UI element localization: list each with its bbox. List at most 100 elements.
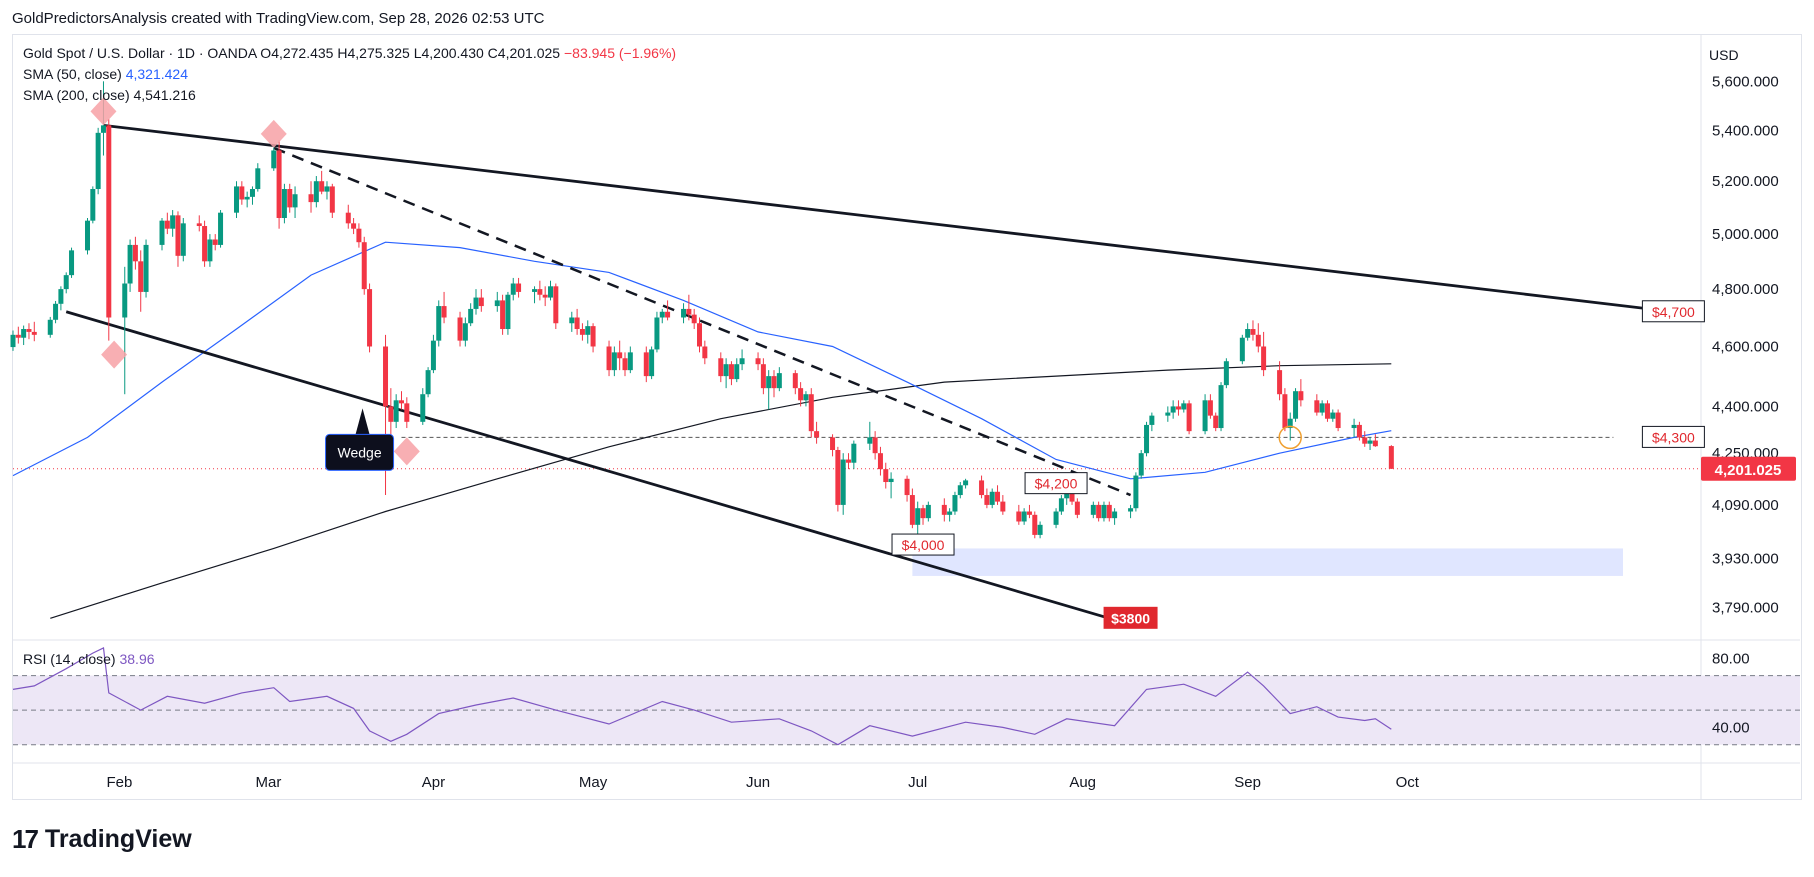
open-label: O xyxy=(260,45,272,61)
candle xyxy=(1202,394,1208,435)
candle xyxy=(468,303,474,327)
candle xyxy=(441,291,447,324)
candle-body xyxy=(1218,385,1224,429)
candle-body xyxy=(1255,334,1261,347)
sma50-legend[interactable]: SMA (50, close) 4,321.424 xyxy=(23,66,188,82)
candle xyxy=(872,431,878,460)
candle xyxy=(947,508,953,522)
price-tick-label: 4,800.000 xyxy=(1712,281,1779,298)
candle xyxy=(622,352,628,377)
candle-body xyxy=(367,289,373,347)
candle-body xyxy=(776,373,782,389)
candle xyxy=(686,294,692,321)
candle-body xyxy=(718,358,724,377)
candle-body xyxy=(212,239,218,245)
candle xyxy=(388,388,394,438)
candle-body xyxy=(398,400,404,404)
candle xyxy=(1170,400,1176,419)
candle xyxy=(547,280,553,301)
candle-body xyxy=(920,508,926,519)
candle-body xyxy=(1293,391,1299,419)
sma200-legend[interactable]: SMA (200, close) 4,541.216 xyxy=(23,87,196,103)
candle-body xyxy=(957,485,963,496)
candle-body xyxy=(1138,453,1144,476)
candle xyxy=(585,320,591,344)
time-tick-label: May xyxy=(579,774,608,791)
candle-body xyxy=(1133,475,1139,509)
candle xyxy=(393,394,399,429)
time-tick-label: Sep xyxy=(1234,774,1261,791)
price-tick-label: 4,090.000 xyxy=(1712,497,1779,514)
candle xyxy=(1351,418,1357,438)
candle xyxy=(21,325,27,346)
candle xyxy=(90,186,96,224)
candle xyxy=(106,119,112,341)
candle xyxy=(287,183,293,213)
candle xyxy=(202,220,208,267)
rsi-line xyxy=(12,646,1392,746)
tradingview-logo[interactable]: 17 TradingView xyxy=(12,824,192,854)
candle xyxy=(234,181,240,219)
candle xyxy=(883,462,889,489)
rsi-legend[interactable]: RSI (14, close) 38.96 xyxy=(23,651,155,667)
candle xyxy=(1207,394,1213,419)
candle-body xyxy=(877,453,883,470)
candle-body xyxy=(590,326,596,347)
candle-body xyxy=(915,508,921,525)
candle xyxy=(1090,501,1096,519)
candle xyxy=(218,210,224,248)
candle-body xyxy=(255,168,261,190)
candle xyxy=(776,367,782,392)
candle xyxy=(1096,501,1102,522)
candle xyxy=(665,300,671,321)
candle-body xyxy=(686,308,692,315)
candle-body xyxy=(1165,412,1171,416)
candle xyxy=(1218,382,1224,432)
price-tick-label: 5,200.000 xyxy=(1712,173,1779,190)
candle-body xyxy=(462,323,468,341)
pivot-marker-icon xyxy=(393,437,420,466)
candle-body xyxy=(681,308,687,318)
price-tick-label: 3,930.000 xyxy=(1712,551,1779,568)
candle xyxy=(814,421,820,444)
time-tick-label: Apr xyxy=(422,774,445,791)
candle-body xyxy=(100,125,106,133)
candle xyxy=(500,294,506,335)
candle xyxy=(313,176,319,208)
candle xyxy=(1388,445,1394,469)
trendline xyxy=(103,123,1674,314)
candle xyxy=(510,277,516,301)
candle-body xyxy=(1282,394,1288,429)
candle xyxy=(164,212,170,235)
candle-body xyxy=(473,297,479,309)
candle xyxy=(1239,334,1245,365)
candle-body xyxy=(21,329,27,338)
candle-body xyxy=(510,283,516,295)
candle-body xyxy=(132,244,138,262)
candle-body xyxy=(984,495,990,505)
sma50-label: SMA (50, close) xyxy=(23,66,122,82)
candle xyxy=(196,215,202,232)
candle-body xyxy=(851,443,857,463)
candle-body xyxy=(436,306,442,341)
price-callout-label: $4,000 xyxy=(902,537,945,553)
sma200-value: 4,541.216 xyxy=(133,87,196,103)
candle-body xyxy=(95,132,101,190)
candle xyxy=(159,218,165,251)
candle-body xyxy=(814,431,820,438)
price-tick-label: 3,790.000 xyxy=(1712,600,1779,617)
currency-selector[interactable]: USD xyxy=(1709,47,1739,63)
candle-body xyxy=(1314,400,1320,413)
candle-body xyxy=(909,495,915,525)
candle xyxy=(398,391,404,410)
candle xyxy=(808,388,814,438)
candle-body xyxy=(702,346,708,359)
candle-body xyxy=(1319,403,1325,413)
candle-body xyxy=(734,364,740,380)
candle xyxy=(292,186,298,219)
candle-body xyxy=(697,323,703,347)
candle-body xyxy=(1213,415,1219,429)
support-zone xyxy=(912,548,1623,576)
candle-body xyxy=(1149,415,1155,425)
